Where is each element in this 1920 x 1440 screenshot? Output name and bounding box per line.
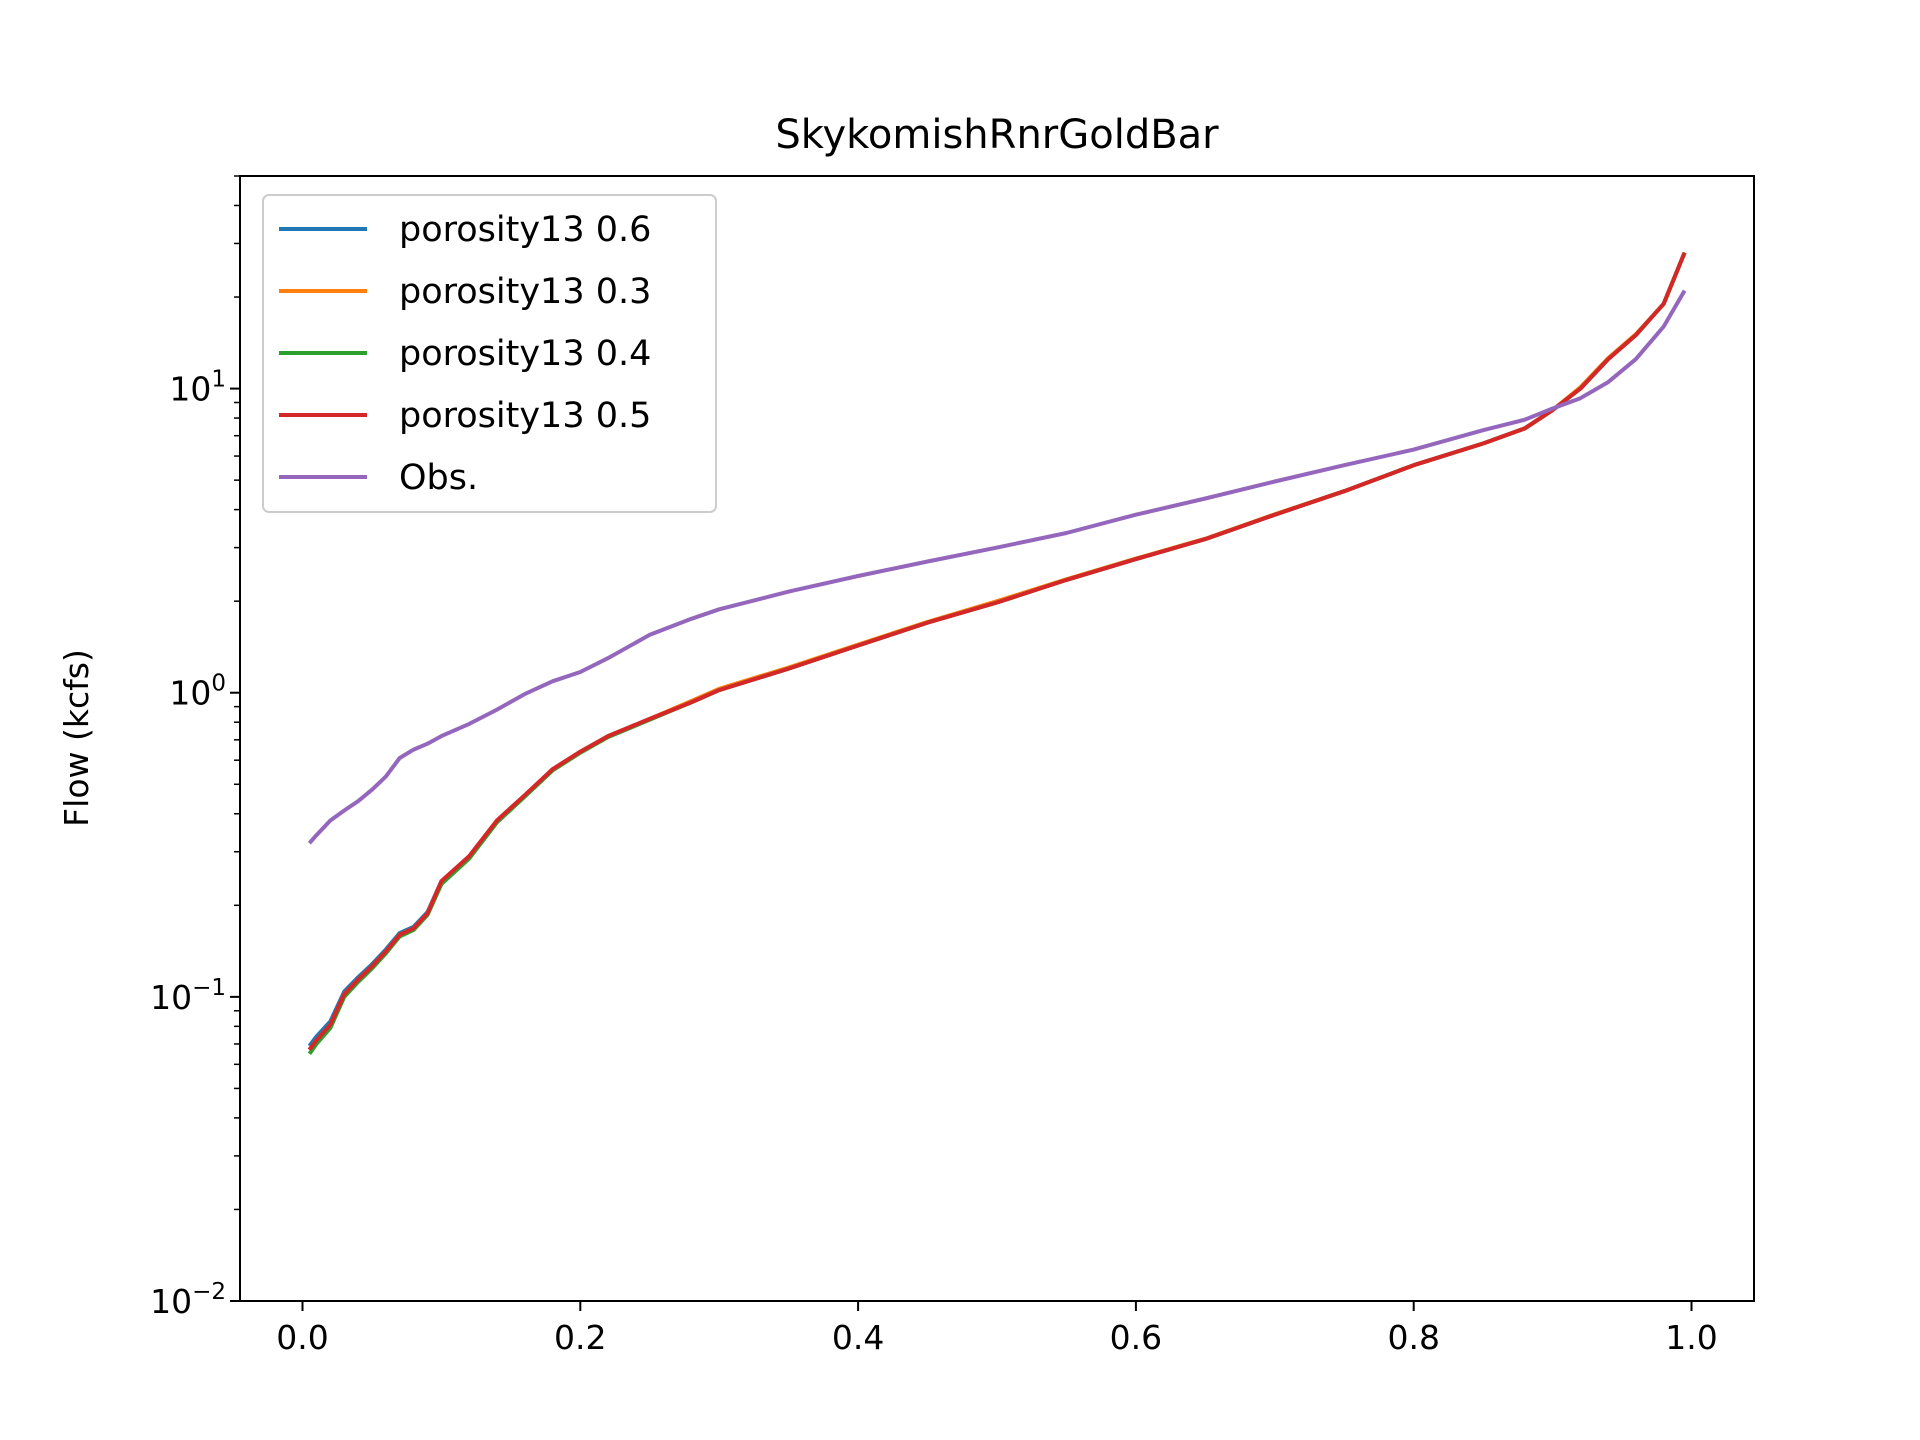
y-tick-label: 100 [169, 671, 226, 713]
legend-box [262, 194, 717, 513]
x-axis: 0.0 0.2 0.4 0.6 0.8 1.0 [276, 1301, 1718, 1357]
chart-title: SkykomishRnrGoldBar [775, 112, 1219, 158]
y-axis-label: Flow (kcfs) [57, 649, 96, 827]
legend-label: porosity13 0.3 [399, 272, 651, 312]
plot-frame [239, 175, 1755, 1302]
series-line [307, 289, 1687, 845]
legend-label: porosity13 0.4 [399, 334, 651, 374]
legend-label: porosity13 0.5 [399, 396, 651, 436]
y-tick-label: 101 [169, 367, 226, 409]
legend-label: porosity13 0.6 [399, 210, 651, 250]
series-line [307, 251, 1687, 1051]
legend-label: Obs. [399, 458, 478, 498]
y-tick-label: 10−1 [150, 975, 226, 1017]
series-lines [307, 251, 1687, 1055]
x-tick-label: 0.8 [1387, 1318, 1439, 1357]
x-tick-label: 0.4 [832, 1318, 884, 1357]
x-tick-label: 1.0 [1665, 1318, 1717, 1357]
x-tick-label: 0.6 [1110, 1318, 1162, 1357]
y-axis: 10−2 10−1 100 101 [150, 175, 240, 1321]
x-tick-label: 0.2 [554, 1318, 606, 1357]
legend: porosity13 0.6 porosity13 0.3 porosity13 0… [262, 194, 717, 513]
x-tick-label: 0.0 [276, 1318, 328, 1357]
y-tick-label: 10−2 [150, 1279, 226, 1321]
